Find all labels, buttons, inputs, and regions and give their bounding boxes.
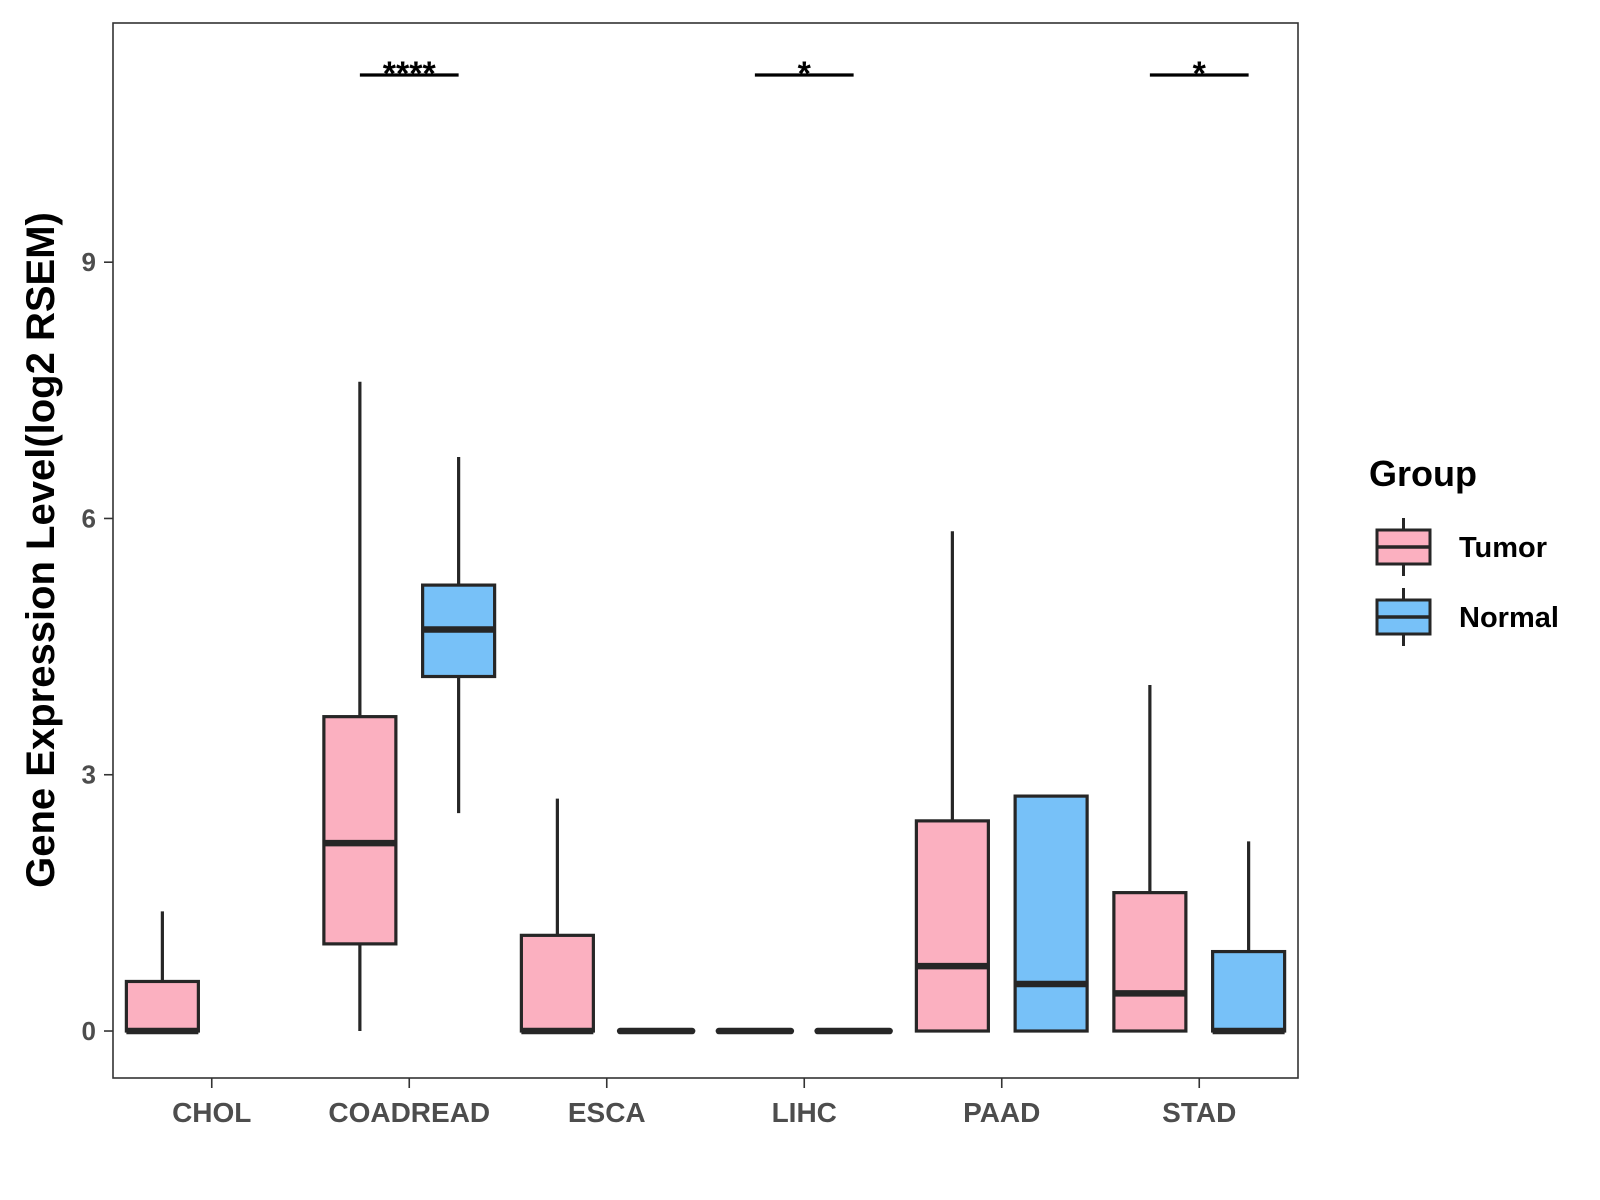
box-tumor-esca xyxy=(519,798,595,1035)
legend-title: Group xyxy=(1369,453,1477,494)
box-rect-tumor-stad xyxy=(1112,891,1188,1033)
box-rect-tumor-esca xyxy=(519,933,595,1033)
sig-label-coadread: **** xyxy=(383,55,437,93)
y-tick-label-9: 9 xyxy=(82,247,96,277)
box-rect-tumor-coadread xyxy=(322,715,398,946)
y-axis: 0 3 6 9 xyxy=(82,247,113,1046)
x-axis: CHOL COADREAD ESCA LIHC PAAD STAD xyxy=(172,1078,1236,1128)
box-rect-normal-paad xyxy=(1013,794,1089,1033)
box-tumor-paad xyxy=(914,531,990,1033)
legend: Group Tumor Normal xyxy=(1369,453,1559,646)
significance-layer: **** * * xyxy=(359,55,1249,93)
x-tick-label-paad: PAAD xyxy=(963,1097,1040,1128)
y-tick-label-0: 0 xyxy=(82,1016,96,1046)
box-rect-normal-stad xyxy=(1211,949,1287,1033)
x-tick-label-esca: ESCA xyxy=(568,1097,646,1128)
y-tick-label-6: 6 xyxy=(82,503,96,533)
legend-item-tumor: Tumor xyxy=(1375,518,1547,576)
box-rect-tumor-chol xyxy=(124,979,200,1033)
x-tick-label-chol: CHOL xyxy=(172,1097,251,1128)
y-axis-title: Gene Expression Level(log2 RSEM) xyxy=(19,212,63,888)
x-tick-label-stad: STAD xyxy=(1162,1097,1236,1128)
boxes-layer xyxy=(124,381,1287,1035)
y-tick-label-3: 3 xyxy=(82,760,96,790)
legend-label-tumor: Tumor xyxy=(1459,532,1547,564)
x-tick-label-coadread: COADREAD xyxy=(328,1097,490,1128)
box-rect-tumor-paad xyxy=(914,819,990,1033)
sig-label-stad: * xyxy=(1193,55,1207,93)
box-normal-paad xyxy=(1013,794,1089,1033)
box-tumor-chol xyxy=(124,911,200,1035)
legend-label-normal: Normal xyxy=(1459,602,1559,634)
legend-item-normal: Normal xyxy=(1375,588,1559,646)
box-normal-coadread xyxy=(421,456,497,814)
sig-label-lihc: * xyxy=(798,55,812,93)
panel-border xyxy=(112,22,1299,1079)
box-tumor-stad xyxy=(1112,685,1188,1033)
x-tick-label-lihc: LIHC xyxy=(772,1097,837,1128)
panel-background xyxy=(113,23,1298,1078)
box-normal-stad xyxy=(1211,841,1287,1035)
box-tumor-coadread xyxy=(322,381,398,1032)
